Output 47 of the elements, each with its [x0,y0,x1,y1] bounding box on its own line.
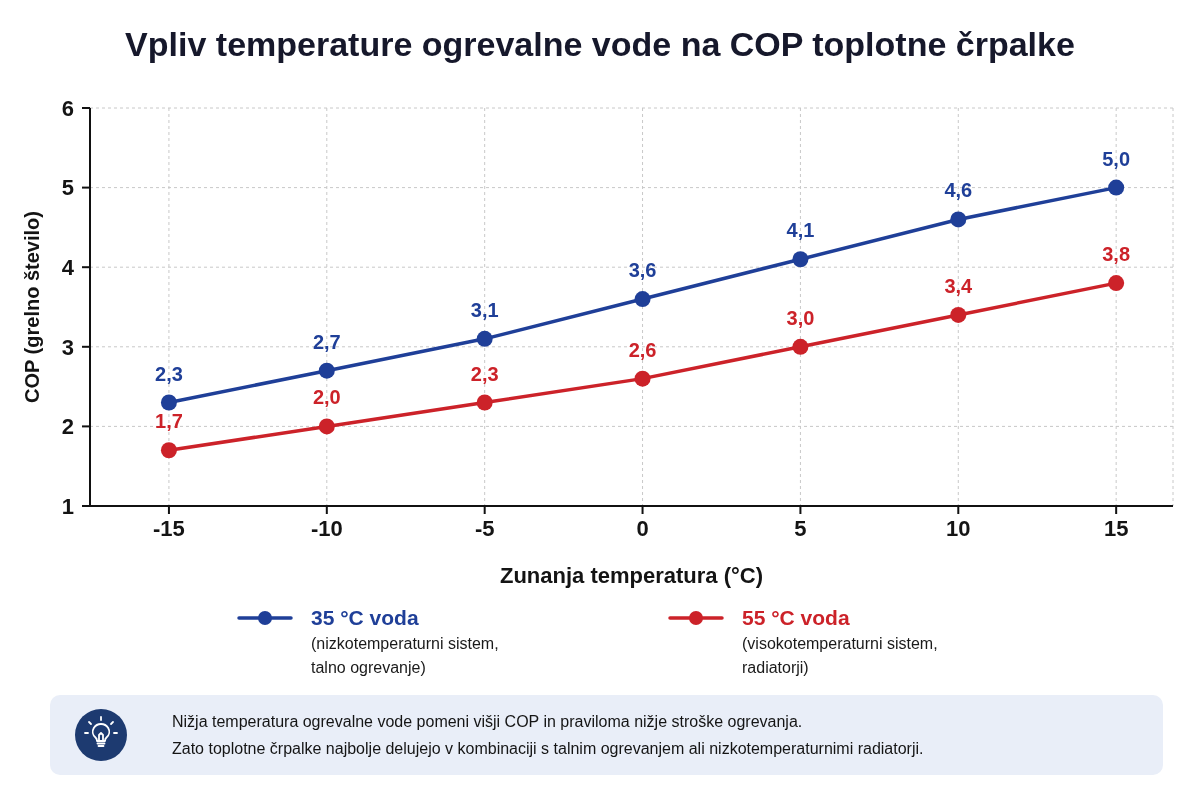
data-label: 4,6 [944,179,973,202]
point [792,251,809,268]
data-label: 2,3 [155,362,183,385]
y-tick-label: 4 [61,255,75,281]
y-tick-label: 6 [61,95,74,121]
data-label: 2,6 [628,338,657,361]
data-label: 3,4 [944,274,974,297]
point [950,306,967,323]
point [160,442,177,459]
data-label: 3,0 [786,306,815,329]
x-axis-title: Zunanja temperatura (°C) [499,563,764,588]
legend-label: 35 °C voda (nizkotemperaturni sistem, talno ogrevanje) [311,606,499,676]
x-tick-label: 15 [1103,515,1129,541]
data-label: 2,0 [312,386,341,409]
y-tick-label: 1 [61,493,74,519]
point [1108,275,1125,292]
x-tick-label: 5 [794,515,807,541]
x-tick-label: -15 [153,515,185,541]
point [160,394,177,411]
data-label: 4,1 [786,219,815,242]
point [476,330,493,347]
y-tick-label: 2 [61,414,74,440]
x-tick-label: 0 [636,515,649,541]
x-tick-label: 10 [946,515,971,541]
y-axis-title: COP (grelno število) [21,211,43,403]
point [950,211,967,228]
data-label: 1,7 [155,410,183,433]
data-label: 2,7 [312,330,341,353]
x-tick-label: -5 [474,515,495,541]
data-label: 3,1 [470,298,499,321]
point [318,362,335,379]
legend-label: 55 °C voda (visokotemperaturni sistem, radiatorji) [742,606,938,676]
point [1108,179,1125,196]
y-tick-label: 5 [61,175,74,201]
data-label: 2,3 [470,362,499,385]
point [634,291,651,308]
data-label: 3,8 [1102,243,1131,266]
point [318,418,335,435]
x-tick-label: -10 [310,515,343,541]
note-panel: Nižja temperatura ogrevalne vode pomeni višji COP in praviloma nižje stroške ogrevanja. Zato toplotne črpalke najbolje delujejo v kombinaciji s talnim ogrevanjem ali nizkotemperaturnimi radiatorji. [50,695,1163,775]
y-tick-label: 3 [61,334,74,360]
point [476,394,493,411]
point [792,338,809,355]
data-label: 3,6 [628,259,657,282]
data-label: 5,0 [1102,147,1131,170]
chart-title: Vpliv temperature ogrevalne vode na COP toplotne črpalke [125,25,1075,63]
point [634,370,651,387]
